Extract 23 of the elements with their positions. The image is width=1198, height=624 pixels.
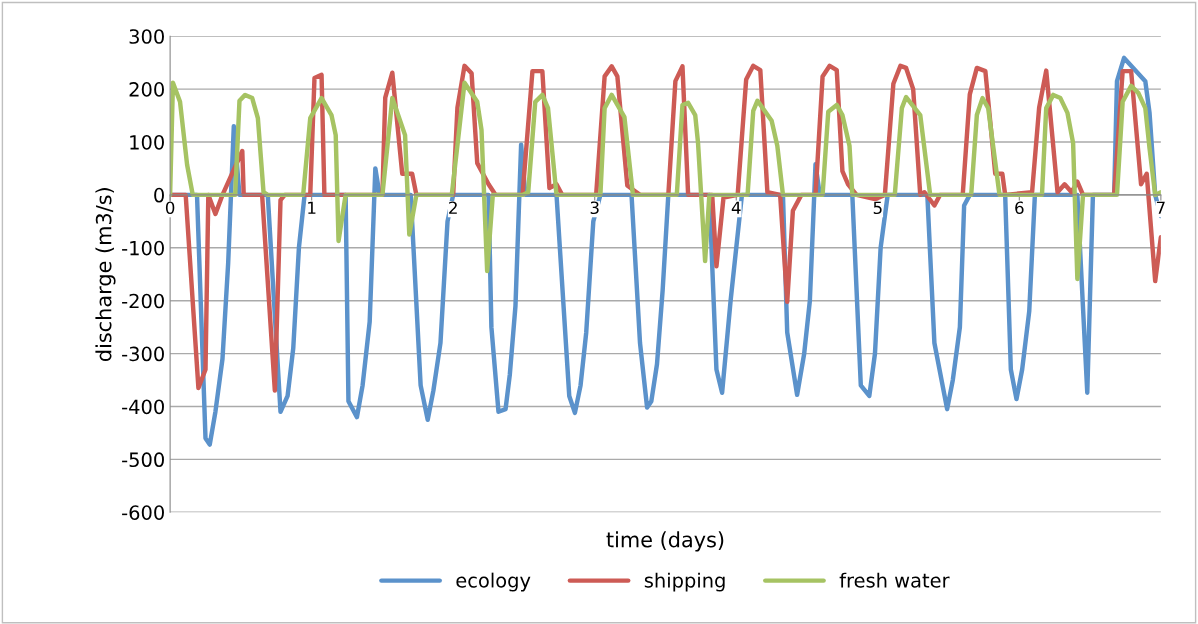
y-tick-label: 0	[154, 187, 164, 203]
y-tick-label: 300	[129, 29, 164, 44]
x-tick-label: 2	[449, 201, 457, 214]
y-tick-label: -600	[122, 505, 164, 520]
x-tick-label: 6	[1015, 201, 1024, 215]
y-tick-label: -300	[122, 346, 164, 362]
legend-label: shipping	[644, 572, 725, 592]
x-tick-label: 4	[731, 201, 741, 214]
y-tick-label: -400	[122, 399, 164, 415]
x-tick-label: 1	[308, 201, 316, 214]
y-axis-title: discharge (m3/s)	[95, 188, 116, 362]
legend-label: ecology	[456, 572, 531, 592]
y-tick-label: 100	[130, 134, 164, 150]
x-tick-label: 0	[165, 201, 175, 215]
y-tick-label: -500	[122, 452, 164, 468]
y-tick-label: 200	[129, 82, 164, 97]
x-axis-title: time (days)	[606, 531, 724, 552]
legend-label: fresh water	[839, 572, 950, 588]
y-tick-label: -200	[122, 293, 164, 309]
x-tick-label: 7	[1156, 201, 1165, 214]
x-tick-label: 5	[873, 201, 882, 215]
y-tick-label: -100	[122, 240, 164, 256]
x-tick-label: 3	[590, 201, 599, 215]
